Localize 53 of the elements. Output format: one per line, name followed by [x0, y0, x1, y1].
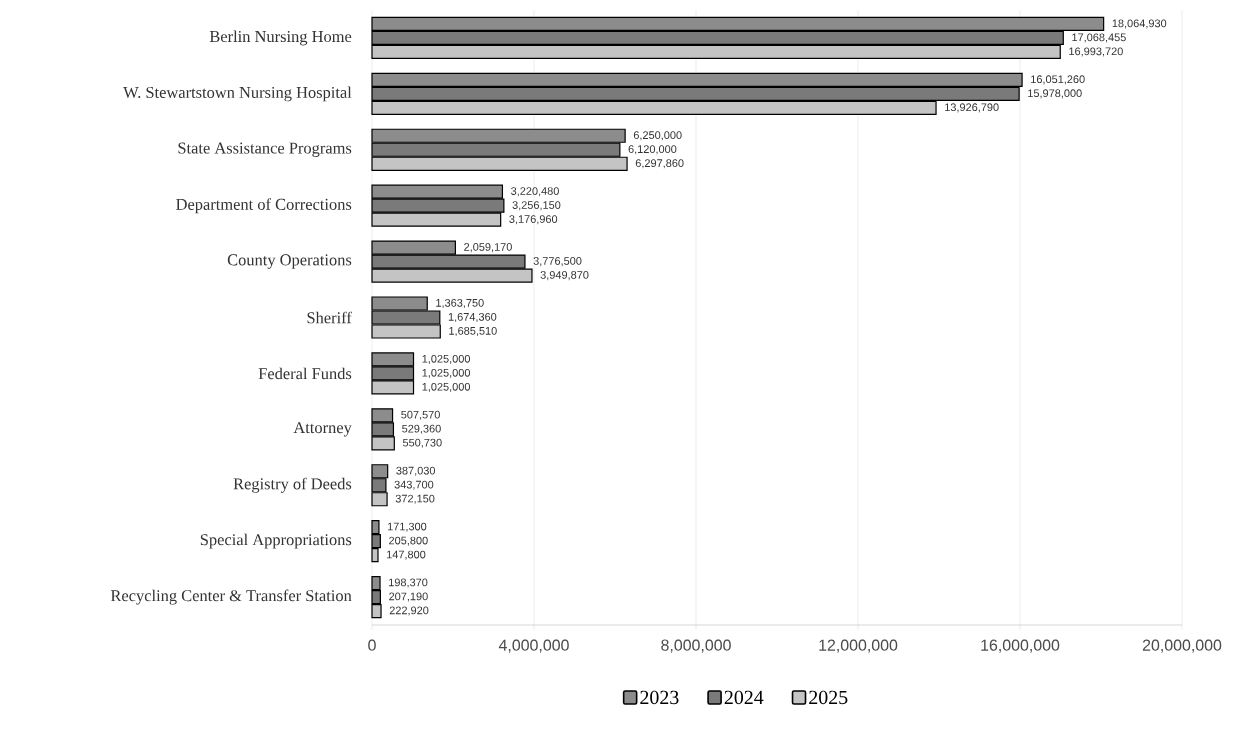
x-tick-label: 20,000,000 — [1142, 639, 1222, 653]
legend-label: 2025 — [809, 690, 848, 705]
data-label: 222,920 — [389, 606, 429, 616]
y-tick-label: Federal Funds — [258, 367, 352, 380]
data-label: 205,800 — [389, 536, 428, 546]
legend-label: 2023 — [640, 690, 679, 705]
y-tick-label: Department of Corrections — [176, 198, 352, 214]
data-label: 147,800 — [387, 550, 426, 560]
data-label: 1,685,510 — [449, 326, 497, 337]
data-label: 3,949,870 — [540, 271, 589, 281]
data-label: 1,674,360 — [448, 312, 497, 323]
x-tick-label: 4,000,000 — [498, 639, 569, 653]
y-tick-label: Attorney — [293, 422, 352, 437]
data-label: 16,051,260 — [1031, 75, 1085, 85]
x-tick-label: 12,000,000 — [819, 639, 898, 653]
data-label: 15,978,000 — [1028, 89, 1082, 99]
data-label: 3,776,500 — [533, 257, 582, 267]
data-label: 1,025,000 — [422, 382, 471, 392]
data-label: 17,068,455 — [1072, 33, 1126, 43]
data-label: 3,256,150 — [512, 201, 561, 211]
data-label: 1,025,000 — [422, 354, 471, 364]
data-label: 387,030 — [396, 466, 436, 476]
data-label: 1,025,000 — [422, 368, 471, 378]
y-tick-label: Sheriff — [307, 311, 352, 324]
data-label: 1,363,750 — [436, 298, 484, 309]
data-label: 171,300 — [387, 522, 427, 532]
data-label: 198,370 — [389, 578, 428, 588]
data-label: 343,700 — [394, 480, 434, 490]
y-tick-label: County Operations — [227, 254, 352, 269]
y-tick-label: Berlin Nursing Home — [209, 30, 352, 46]
data-label: 550,730 — [402, 438, 442, 448]
x-tick-label: 0 — [368, 639, 376, 651]
x-tick-label: 16,000,000 — [981, 639, 1060, 653]
data-label: 6,297,860 — [635, 159, 684, 169]
y-tick-label: Registry of Deeds — [233, 477, 352, 493]
y-tick-label: State Assistance Programs — [178, 142, 352, 157]
y-tick-label: W. Stewartstown Nursing Hospital — [123, 86, 352, 102]
data-label: 3,176,960 — [509, 215, 558, 225]
data-label: 507,570 — [401, 410, 440, 420]
data-label: 207,190 — [389, 592, 428, 602]
data-label: 18,064,930 — [1112, 19, 1167, 29]
data-label: 2,059,170 — [464, 243, 512, 253]
data-label: 6,250,000 — [633, 131, 682, 141]
y-tick-label: Recycling Center & Transfer Station — [110, 589, 352, 605]
data-label: 16,993,720 — [1069, 47, 1123, 57]
data-label: 529,360 — [402, 424, 441, 434]
y-tick-label: Special Appropriations — [200, 533, 352, 549]
x-tick-label: 8,000,000 — [661, 639, 731, 653]
data-label: 6,120,000 — [628, 145, 677, 155]
data-label: 13,926,790 — [945, 103, 999, 113]
data-label: 3,220,480 — [511, 187, 559, 197]
data-label: 372,150 — [395, 494, 435, 504]
legend-label: 2024 — [724, 690, 764, 705]
